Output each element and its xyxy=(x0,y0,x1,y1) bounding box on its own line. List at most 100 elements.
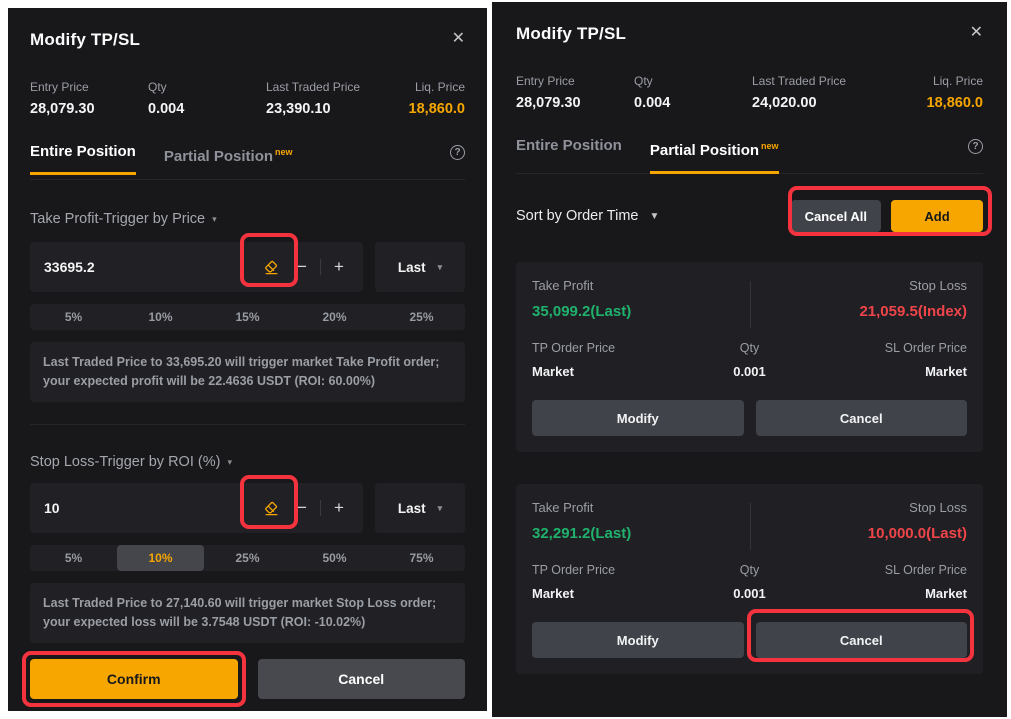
tp-order-price-label: TP Order Price xyxy=(532,341,616,355)
sl-order-price-col: SL Order Price Market xyxy=(822,563,967,602)
tab-entire-position[interactable]: Entire Position xyxy=(516,137,622,155)
position-stats: Entry Price 28,079.30 Qty 0.004 Last Tra… xyxy=(516,74,983,111)
close-icon[interactable]: ✕ xyxy=(969,24,983,41)
chevron-down-icon: ▾ xyxy=(437,502,443,513)
take-profit-price-value: 33695.2 xyxy=(44,259,95,275)
card-divider xyxy=(749,281,751,328)
take-profit-value: 35,099.2(Last) xyxy=(532,303,632,320)
take-profit-trigger-label[interactable]: Take Profit-Trigger by Price ▾ xyxy=(30,210,465,228)
sl-order-price-value: Market xyxy=(925,586,967,601)
card-buttons: Modify Cancel xyxy=(532,400,967,436)
tpsl-order-card: Take Profit 35,099.2(Last) Stop Loss 21,… xyxy=(516,262,983,452)
cancel-order-button[interactable]: Cancel xyxy=(755,400,967,436)
stat-qty: Qty 0.004 xyxy=(148,80,266,117)
stop-loss-info: Last Traded Price to 27,140.60 will trig… xyxy=(30,583,465,643)
percent-option[interactable]: 10% xyxy=(148,310,173,324)
take-profit-col: Take Profit 35,099.2(Last) xyxy=(532,278,750,321)
percent-option[interactable]: 20% xyxy=(322,310,347,324)
tab-label: Partial Position xyxy=(649,142,760,159)
stat-qty: Qty 0.004 xyxy=(634,74,752,111)
percent-option[interactable]: 25% xyxy=(235,551,260,565)
stop-loss-col: Stop Loss 10,000.0(Last) xyxy=(750,500,967,543)
percent-option-selected[interactable]: 10% xyxy=(117,545,204,571)
modal-partial-position: Modify TP/SL ✕ Entry Price 28,079.30 Qty… xyxy=(492,2,1007,717)
take-profit-label: Take Profit xyxy=(532,500,594,515)
cancel-button[interactable]: Cancel xyxy=(257,659,465,699)
decrease-button[interactable]: − xyxy=(297,257,307,276)
stat-entry-price: Entry Price 28,079.30 xyxy=(516,74,634,111)
caret-down-icon: ▼ xyxy=(649,210,660,222)
decrease-button[interactable]: − xyxy=(297,498,307,517)
qty-label: Qty xyxy=(739,341,760,355)
take-profit-col: Take Profit 32,291.2(Last) xyxy=(532,500,750,543)
tab-partial-position[interactable]: Partial Position new xyxy=(164,143,293,166)
take-profit-trigger-type-select[interactable]: Last ▾ xyxy=(375,242,465,292)
modify-button[interactable]: Modify xyxy=(532,622,744,658)
percent-option[interactable]: 5% xyxy=(64,310,83,324)
card-buttons: Modify Cancel xyxy=(532,622,967,658)
header-actions: Cancel All Add xyxy=(790,200,983,232)
percent-option[interactable]: 75% xyxy=(409,551,434,565)
modal-header: Modify TP/SL ✕ xyxy=(30,28,465,52)
stat-label: Entry Price xyxy=(516,74,575,88)
qty-value: 0.001 xyxy=(733,364,766,379)
increase-button[interactable]: + xyxy=(334,257,344,276)
stop-loss-trigger-type-select[interactable]: Last ▾ xyxy=(375,483,465,533)
stat-label: Liq. Price xyxy=(414,80,465,94)
sort-by-order-time-dropdown[interactable]: Sort by Order Time ▼ xyxy=(516,208,659,224)
tab-partial-position[interactable]: Partial Position new xyxy=(649,137,779,174)
sl-order-price-label: SL Order Price xyxy=(884,563,967,577)
take-profit-price-input[interactable]: 33695.2 − + xyxy=(30,242,363,292)
trigger-type-value: Last xyxy=(397,259,426,275)
stop-loss-col: Stop Loss 21,059.5(Index) xyxy=(750,278,967,321)
stat-value: 18,860.0 xyxy=(408,101,465,117)
confirm-button[interactable]: Confirm xyxy=(30,659,238,699)
percent-option[interactable]: 25% xyxy=(409,310,434,324)
qty-label: Qty xyxy=(739,563,760,577)
close-icon[interactable]: ✕ xyxy=(451,30,465,47)
stop-loss-roi-input[interactable]: 10 − + xyxy=(30,483,363,533)
stat-last-traded-price: Last Traded Price 23,390.10 xyxy=(266,80,409,117)
stop-loss-trigger-label[interactable]: Stop Loss-Trigger by ROI (%) ▾ xyxy=(30,453,465,471)
eraser-icon[interactable] xyxy=(263,259,280,276)
stop-loss-percent-bar: 5% 10% 25% 50% 75% xyxy=(30,545,465,571)
stop-loss-input-row: 10 − + Last xyxy=(30,483,465,533)
cancel-order-button[interactable]: Cancel xyxy=(755,622,967,658)
help-icon[interactable]: ? xyxy=(968,139,983,154)
tp-order-price-value: Market xyxy=(532,364,574,379)
chevron-down-icon: ▾ xyxy=(227,457,232,467)
percent-option[interactable]: 15% xyxy=(235,310,260,324)
modal-header: Modify TP/SL ✕ xyxy=(516,22,983,46)
cancel-all-button[interactable]: Cancel All xyxy=(790,200,881,232)
section-label-text: Stop Loss-Trigger by ROI (%) xyxy=(30,454,221,470)
add-button[interactable]: Add xyxy=(891,200,983,232)
help-icon[interactable]: ? xyxy=(450,145,465,160)
stat-value: 28,079.30 xyxy=(516,95,581,111)
percent-option[interactable]: 5% xyxy=(64,551,83,565)
stat-value: 23,390.10 xyxy=(266,101,331,117)
stat-liq-price: Liq. Price 18,860.0 xyxy=(409,80,465,117)
increase-button[interactable]: + xyxy=(334,498,344,517)
stop-loss-label: Stop Loss xyxy=(909,500,967,515)
take-profit-label: Take Profit xyxy=(532,278,594,293)
eraser-icon[interactable] xyxy=(263,500,280,517)
stat-value: 0.004 xyxy=(148,101,185,117)
qty-value: 0.001 xyxy=(733,586,766,601)
qty-col: Qty 0.001 xyxy=(677,341,822,380)
modal-footer: Confirm Cancel xyxy=(30,659,465,699)
modify-button[interactable]: Modify xyxy=(532,400,744,436)
tab-entire-position[interactable]: Entire Position xyxy=(30,143,136,175)
stop-loss-label: Stop Loss xyxy=(909,278,967,293)
modal-title: Modify TP/SL xyxy=(30,30,141,49)
stat-label: Last Traded Price xyxy=(266,80,361,94)
stat-value: 24,020.00 xyxy=(752,95,817,111)
tab-label: Entire Position xyxy=(516,137,622,154)
take-profit-input-row: 33695.2 − + Last xyxy=(30,242,465,292)
take-profit-percent-bar: 5% 10% 15% 20% 25% xyxy=(30,304,465,330)
sort-row: Sort by Order Time ▼ Cancel All Add xyxy=(516,200,983,232)
stat-value: 0.004 xyxy=(634,95,671,111)
tp-order-price-label: TP Order Price xyxy=(532,563,616,577)
stop-loss-value: 21,059.5(Index) xyxy=(859,303,967,320)
percent-option[interactable]: 50% xyxy=(322,551,347,565)
